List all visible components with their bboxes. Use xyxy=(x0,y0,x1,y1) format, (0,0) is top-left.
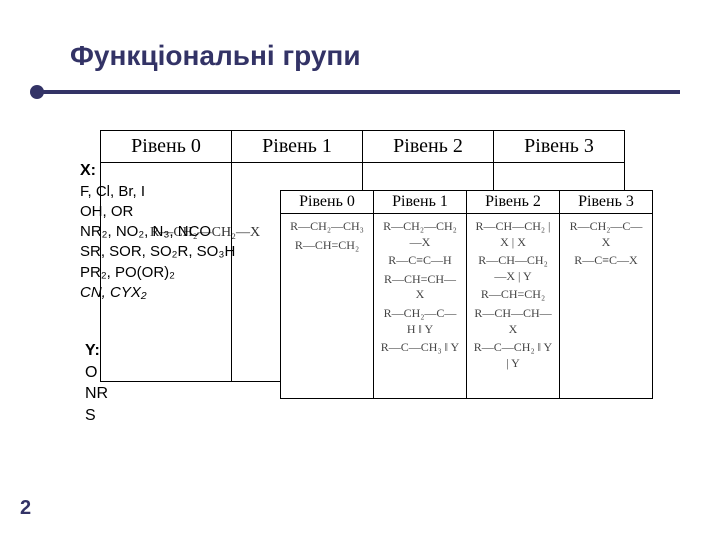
y-legend-heading: Y: xyxy=(85,340,108,362)
slide-title: Функціональні групи xyxy=(70,40,361,72)
x-legend-heading: X: xyxy=(80,160,235,182)
chem-formula: R—C≡C—X xyxy=(566,253,646,269)
y-legend-line: O xyxy=(85,362,108,384)
x-legend-line: OH, OR xyxy=(80,202,235,222)
y-legend: Y: O NR S xyxy=(85,340,108,426)
chem-formula: R—CH=CH—X xyxy=(380,272,460,303)
front-cell-3: R—CH₂—C—X R—C≡C—X xyxy=(560,214,653,399)
page-number: 2 xyxy=(20,497,31,520)
x-legend: X: F, Cl, Br, I OH, OR NR₂, NO₂, N₃, NCO… xyxy=(80,160,235,303)
back-header-1: Рівень 1 xyxy=(232,131,363,163)
front-header-1: Рівень 1 xyxy=(374,191,467,214)
chem-formula: R—C≡C—H xyxy=(380,253,460,269)
chem-formula: R—CH₂—CH₂—X xyxy=(380,219,460,250)
chem-formula: R—CH₂—C—X xyxy=(566,219,646,250)
front-table: Рівень 0 Рівень 1 Рівень 2 Рівень 3 R—CH… xyxy=(280,190,653,399)
back-header-3: Рівень 3 xyxy=(494,131,625,163)
chem-formula: R—C—CH₃ ‖ Y xyxy=(380,340,460,356)
x-legend-line: SR, SOR, SO₂R, SO₃H xyxy=(80,242,235,262)
y-legend-line: NR xyxy=(85,383,108,405)
front-cell-0: R—CH₂—CH₃ R—CH=CH₂ xyxy=(281,214,374,399)
underline-line xyxy=(40,90,680,94)
x-legend-line: F, Cl, Br, I xyxy=(80,182,235,202)
chem-formula: R—CH—CH—X xyxy=(473,306,553,337)
x-legend-line: PR₂, PO(OR)₂ xyxy=(80,263,235,283)
chem-formula: R—CH₂—CH₃ xyxy=(287,219,367,235)
front-cell-2: R—CH—CH₂ | X | X R—CH—CH₂—X | Y R—CH=CH₂… xyxy=(467,214,560,399)
chem-formula: R—CH=CH₂ xyxy=(473,287,553,303)
chem-formula: R—CH—CH₂ | X | X xyxy=(473,219,553,250)
back-header-0: Рівень 0 xyxy=(101,131,232,163)
x-legend-line: NR₂, NO₂, N₃, NCO xyxy=(80,222,235,242)
title-underline xyxy=(30,85,690,105)
y-legend-line: S xyxy=(85,405,108,427)
back-header-2: Рівень 2 xyxy=(363,131,494,163)
chem-formula: R—C—CH₂ ‖ Y | Y xyxy=(473,340,553,371)
front-header-2: Рівень 2 xyxy=(467,191,560,214)
chem-formula: R—CH=CH₂ xyxy=(287,238,367,254)
chem-formula: R—CH—CH₂—X | Y xyxy=(473,253,553,284)
front-header-3: Рівень 3 xyxy=(560,191,653,214)
front-cell-1: R—CH₂—CH₂—X R—C≡C—H R—CH=CH—X R—CH₂—C—H … xyxy=(374,214,467,399)
chem-formula: R—CH₂—C—H ‖ Y xyxy=(380,306,460,337)
front-header-0: Рівень 0 xyxy=(281,191,374,214)
x-legend-line: CN, CYX₂ xyxy=(80,283,235,303)
